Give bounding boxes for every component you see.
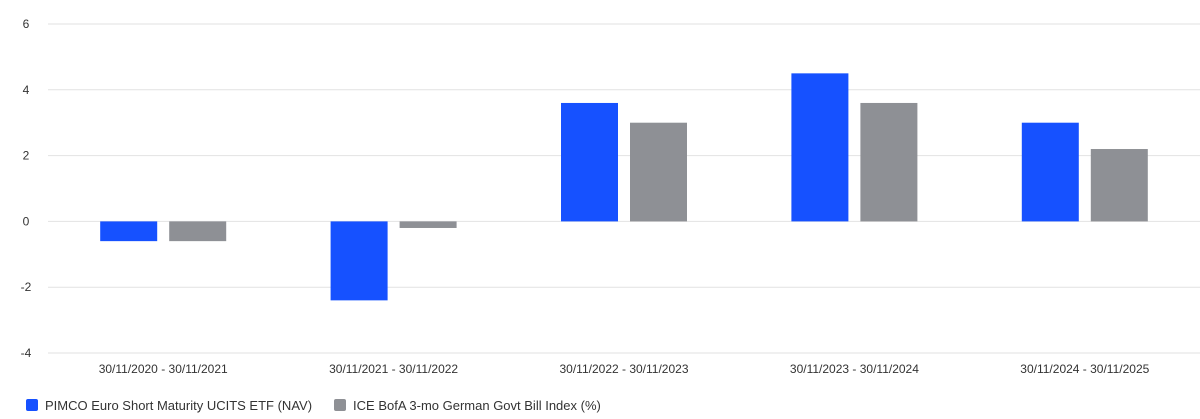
x-tick-label: 30/11/2020 - 30/11/2021: [99, 362, 228, 376]
bar[interactable]: [860, 102, 918, 222]
legend-item-fund[interactable]: PIMCO Euro Short Maturity UCITS ETF (NAV…: [26, 398, 312, 413]
bar[interactable]: [561, 102, 618, 222]
bars: [100, 73, 1148, 301]
bar[interactable]: [1090, 149, 1148, 222]
y-tick-label: 2: [23, 149, 30, 163]
bar[interactable]: [791, 73, 849, 222]
x-axis: 30/11/2020 - 30/11/2021 30/11/2021 - 30/1…: [99, 362, 1150, 376]
y-tick-label: 6: [23, 17, 30, 31]
legend: PIMCO Euro Short Maturity UCITS ETF (NAV…: [26, 396, 601, 414]
x-tick-label: 30/11/2024 - 30/11/2025: [1020, 362, 1149, 376]
bar[interactable]: [630, 122, 687, 222]
legend-item-index[interactable]: ICE BofA 3-mo German Govt Bill Index (%): [334, 398, 601, 413]
y-tick-label: -2: [21, 280, 32, 294]
gridlines: [48, 23, 1200, 354]
legend-swatch-index: [334, 399, 347, 411]
legend-swatch-fund: [26, 399, 38, 411]
y-tick-label: 0: [23, 214, 30, 228]
x-tick-label: 30/11/2021 - 30/11/2022: [329, 362, 458, 376]
bar[interactable]: [399, 221, 457, 228]
x-tick-label: 30/11/2022 - 30/11/2023: [560, 362, 689, 376]
bar[interactable]: [1021, 122, 1079, 222]
y-tick-label: -4: [21, 346, 32, 360]
legend-label-index: ICE BofA 3-mo German Govt Bill Index (%): [353, 397, 601, 413]
y-axis: 6 4 2 0 -2 -4: [21, 17, 32, 360]
bar[interactable]: [100, 221, 158, 242]
bar[interactable]: [169, 221, 227, 242]
x-tick-label: 30/11/2023 - 30/11/2024: [790, 362, 919, 376]
bar[interactable]: [330, 221, 388, 301]
y-tick-label: 4: [23, 83, 30, 97]
legend-label-fund: PIMCO Euro Short Maturity UCITS ETF (NAV…: [45, 397, 313, 413]
